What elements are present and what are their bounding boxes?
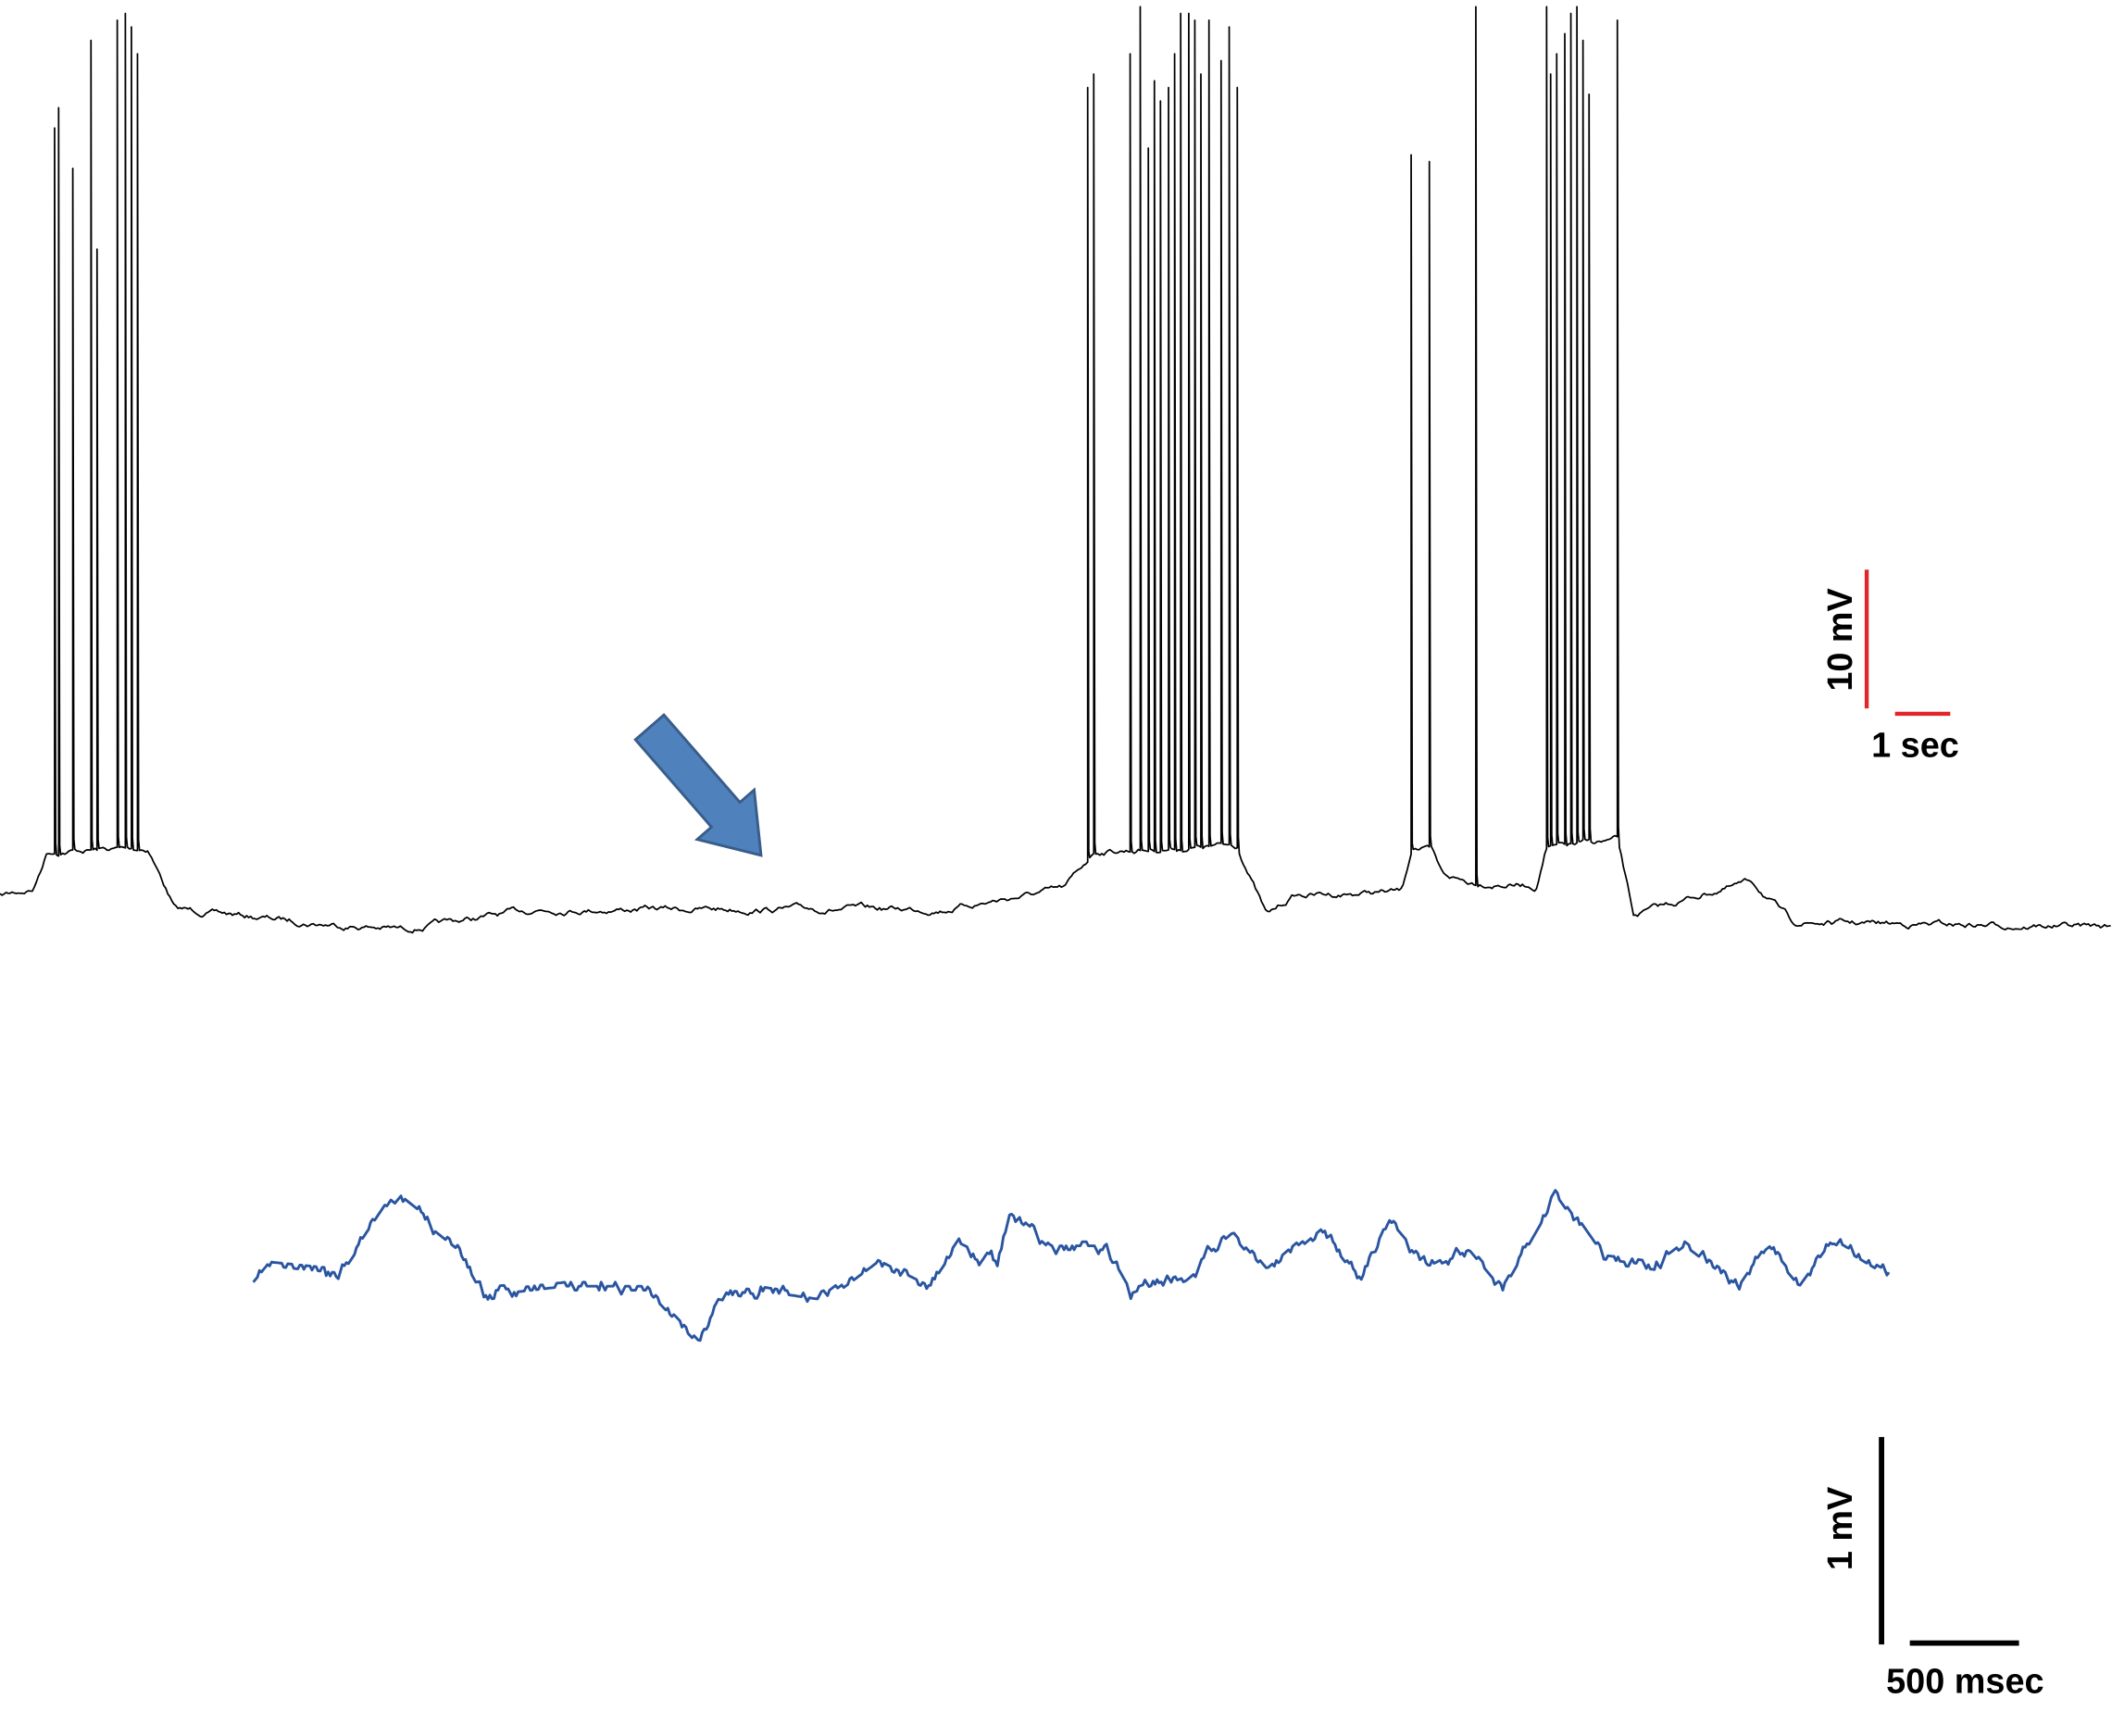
scale-label: 500 msec xyxy=(1886,1662,2043,1701)
voltage-trace xyxy=(0,6,2111,934)
arrow-shape xyxy=(633,713,763,857)
traces xyxy=(0,6,2111,1343)
scale-label: 1 sec xyxy=(1871,726,1959,765)
voltage-trace-zoom xyxy=(252,1189,1891,1343)
scale-label: 1 mV xyxy=(1821,1487,1860,1570)
scale-label: 10 mV xyxy=(1821,588,1860,691)
arrow xyxy=(633,713,763,857)
